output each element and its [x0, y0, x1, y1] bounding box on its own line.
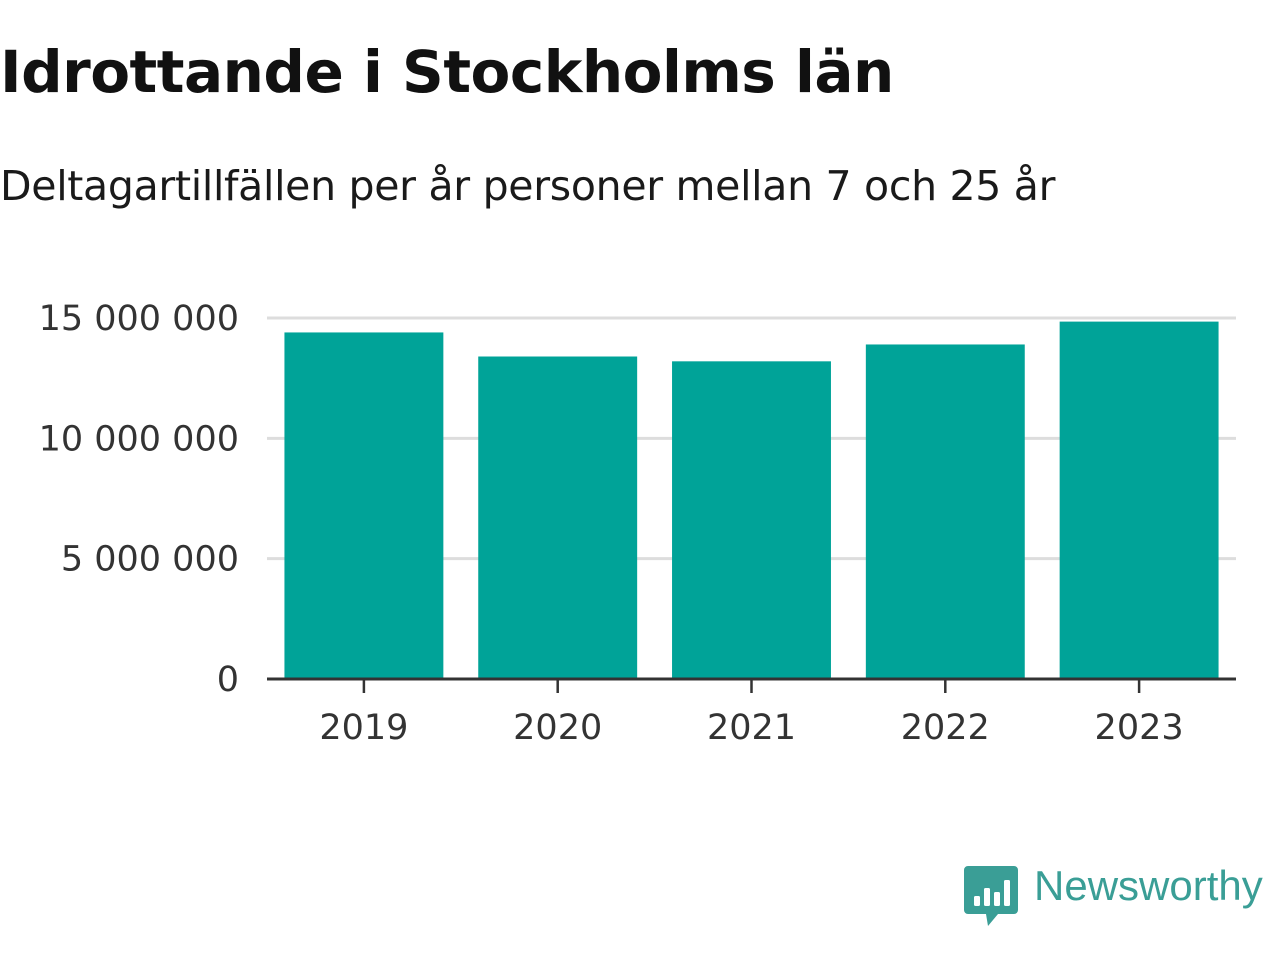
- x-axis-ticks: 2019 2020 2021 2022 2023: [267, 677, 1236, 748]
- x-tick-label: 2023: [1095, 708, 1184, 748]
- bar-2023: [1059, 321, 1219, 679]
- x-tick-label: 2022: [901, 708, 990, 748]
- bar-2020: [478, 356, 638, 679]
- bars: [284, 321, 1219, 679]
- newsworthy-logo-icon: [964, 866, 1018, 926]
- y-tick-label: 0: [217, 660, 239, 700]
- y-tick-label: 5 000 000: [61, 540, 239, 580]
- chart-title: Idrottande i Stockholms län: [0, 38, 894, 106]
- bar-2021: [672, 361, 831, 679]
- brand-name: Newsworthy: [1034, 862, 1263, 909]
- bar-2022: [865, 344, 1025, 679]
- x-tick-label: 2020: [513, 708, 602, 748]
- bar-2019: [284, 332, 444, 679]
- y-tick-label: 15 000 000: [39, 299, 239, 339]
- x-tick-label: 2019: [319, 708, 408, 748]
- x-tick-label: 2021: [707, 708, 796, 748]
- y-axis-ticks: 0 5 000 000 10 000 000 15 000 000: [39, 299, 239, 700]
- chart-subtitle: Deltagartillfällen per år personer mella…: [0, 162, 1056, 210]
- y-tick-label: 10 000 000: [39, 419, 239, 459]
